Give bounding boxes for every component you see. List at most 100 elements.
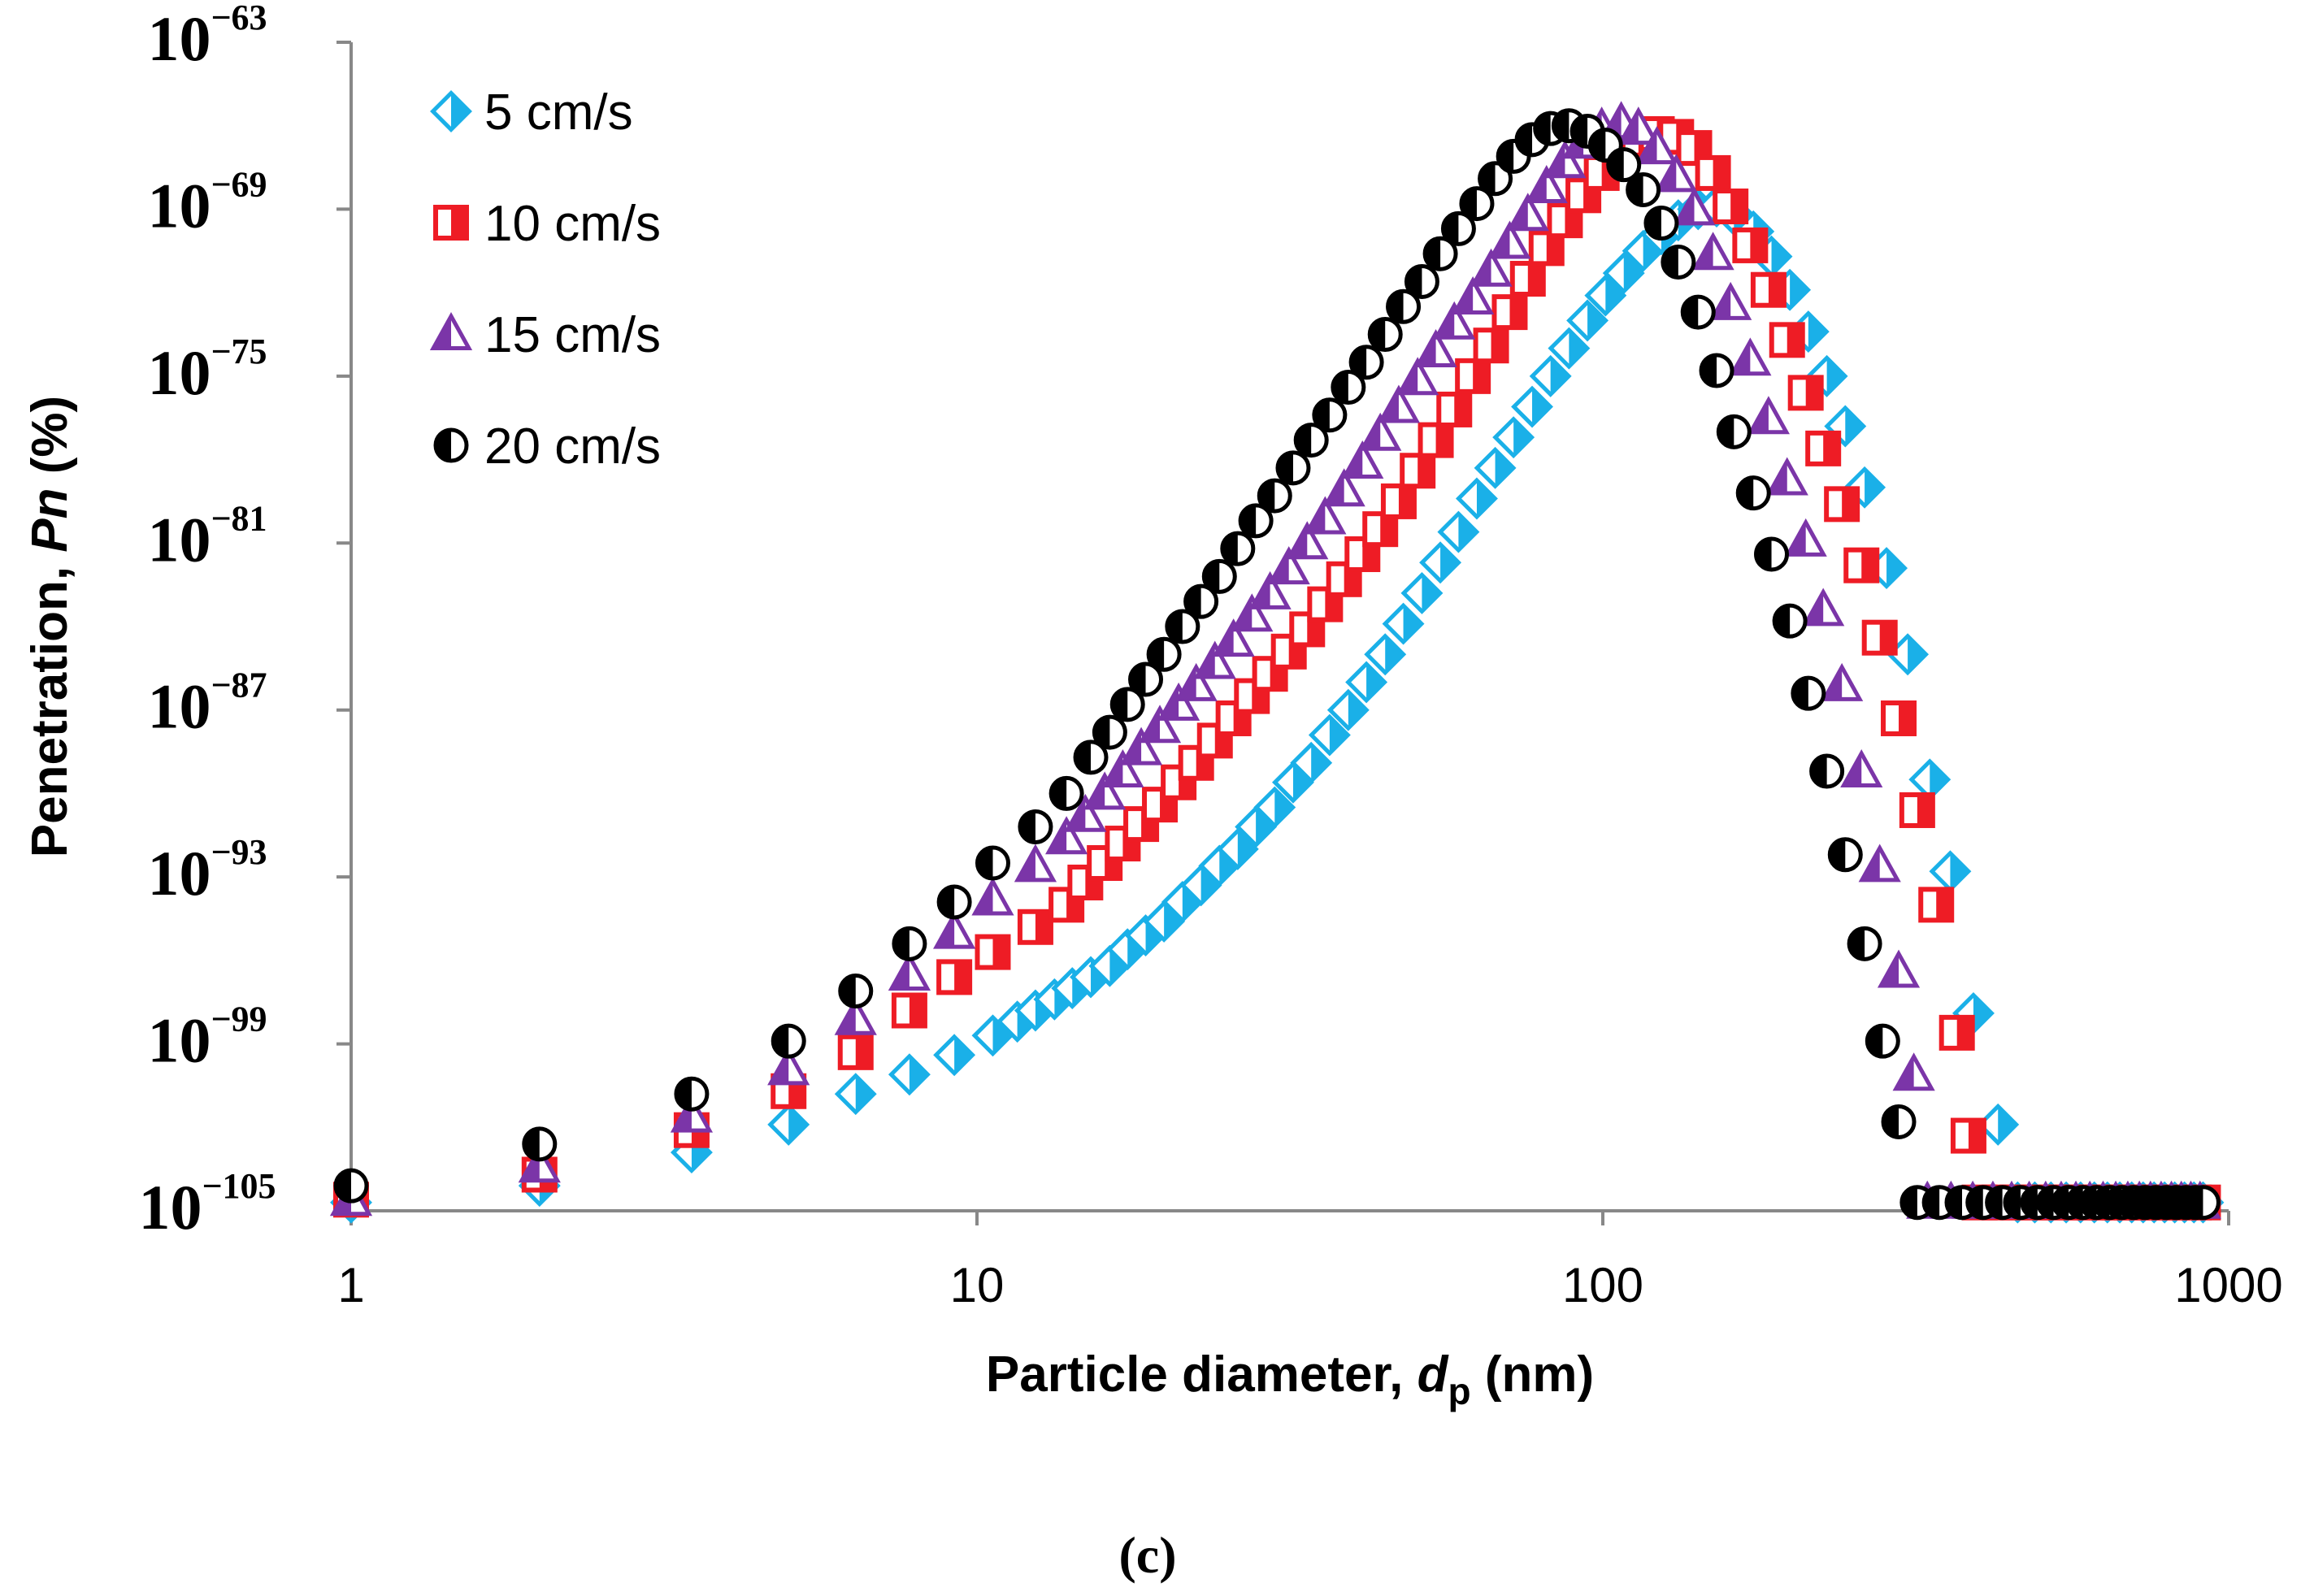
data-point	[1433, 301, 1476, 340]
data-point	[1422, 236, 1458, 271]
data-point	[1881, 700, 1917, 736]
data-point	[1635, 126, 1678, 165]
data-point	[1847, 926, 1882, 961]
data-point	[838, 974, 874, 1009]
data-point	[1382, 602, 1425, 645]
data-point	[933, 910, 976, 949]
data-point	[936, 884, 972, 920]
data-point	[1529, 354, 1572, 397]
data-point	[1673, 187, 1716, 226]
y-tick-label: 10−93	[147, 832, 267, 909]
data-point	[1470, 248, 1513, 287]
data-point	[1101, 749, 1144, 788]
data-point	[1257, 478, 1292, 514]
data-point	[1661, 244, 1696, 280]
data-point	[1183, 583, 1219, 619]
data-point	[1312, 397, 1348, 433]
legend-item: 20 cm/s	[433, 419, 661, 475]
legend-label: 5 cm/s	[484, 85, 633, 141]
x-tick-label: 10	[950, 1258, 1005, 1312]
data-point	[1929, 850, 1972, 893]
data-point	[1787, 375, 1824, 411]
data-point	[1716, 414, 1752, 449]
data-point	[936, 959, 973, 995]
data-point	[1231, 593, 1274, 632]
legend-marker	[430, 90, 472, 132]
data-point	[1713, 189, 1749, 225]
data-point	[1509, 261, 1546, 297]
data-point	[1367, 317, 1403, 352]
data-point	[1456, 477, 1498, 520]
data-point	[933, 1034, 976, 1077]
data-point	[1892, 1052, 1935, 1091]
data-point	[1824, 486, 1860, 523]
data-point	[1474, 446, 1517, 489]
data-point	[834, 996, 877, 1035]
data-point	[1419, 541, 1462, 584]
data-series	[329, 101, 2225, 1224]
data-point	[1017, 909, 1053, 945]
y-tick-label: 10−63	[147, 0, 267, 74]
data-point	[1680, 294, 1716, 330]
data-point	[1414, 329, 1457, 368]
y-tick-label: 10−105	[138, 1166, 276, 1243]
data-point	[1729, 337, 1772, 376]
data-point	[1418, 422, 1454, 458]
data-point	[1506, 193, 1549, 232]
data-point	[1861, 619, 1898, 656]
data-point	[1248, 570, 1292, 609]
data-point	[1488, 220, 1531, 259]
data-point	[888, 1053, 931, 1096]
data-point	[1238, 503, 1274, 539]
legend-item: 15 cm/s	[429, 307, 661, 363]
data-point	[1440, 210, 1476, 246]
data-point	[1348, 345, 1384, 380]
figure-caption: (c)	[1118, 1526, 1176, 1584]
data-point	[1843, 547, 1880, 583]
data-point	[837, 1034, 874, 1070]
x-tick-label: 100	[1562, 1258, 1643, 1312]
data-point	[1617, 106, 1660, 145]
legend-label: 20 cm/s	[484, 419, 661, 475]
legend-marker	[433, 205, 469, 241]
y-tick-label: 10−87	[147, 666, 267, 742]
data-point	[1750, 271, 1787, 308]
series-square	[333, 115, 2221, 1221]
data-point	[1606, 147, 1642, 183]
data-point	[1212, 618, 1255, 657]
y-tick-label: 10−99	[147, 1000, 267, 1076]
data-point	[1548, 327, 1591, 370]
data-point	[1138, 705, 1182, 744]
data-point	[1784, 518, 1827, 557]
data-point	[1478, 161, 1513, 197]
data-point	[1045, 816, 1088, 855]
y-tick-label: 10−81	[147, 498, 267, 575]
data-point	[1459, 186, 1495, 222]
data-point	[1146, 636, 1182, 672]
data-point	[1525, 165, 1568, 204]
data-point	[1400, 571, 1444, 614]
data-point	[1732, 227, 1769, 263]
data-point	[767, 1103, 810, 1146]
data-point	[1827, 837, 1863, 873]
data-point	[1308, 713, 1351, 757]
data-point	[1899, 791, 1935, 828]
data-point	[1396, 357, 1439, 396]
data-point	[1858, 844, 1901, 883]
data-point	[1881, 1104, 1917, 1139]
data-point	[892, 926, 927, 961]
data-point	[1709, 281, 1752, 320]
data-point	[518, 1144, 561, 1183]
data-point	[1695, 154, 1731, 191]
data-point	[1341, 440, 1384, 479]
y-axis-ticks: 10−63 10−69 10−75 10−81 10−87 10−93 10−99 10−10…	[138, 0, 351, 1243]
data-point	[1109, 687, 1145, 722]
data-point	[1193, 640, 1236, 679]
data-point	[1290, 741, 1333, 784]
legend-marker	[429, 312, 473, 350]
x-axis-ticks: 1 10 100 1000	[337, 1211, 2283, 1312]
data-point	[522, 1126, 558, 1162]
data-point	[1220, 531, 1256, 566]
data-point	[1128, 661, 1164, 697]
